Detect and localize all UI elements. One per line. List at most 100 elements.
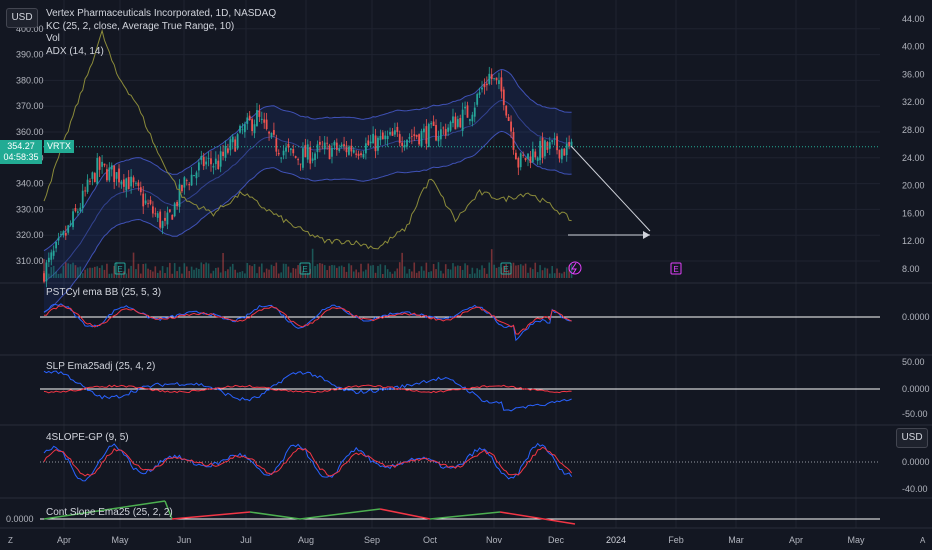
candle-body [294, 156, 297, 158]
candle-body [461, 109, 464, 131]
currency-button-lower[interactable]: USD [896, 428, 928, 448]
volume-bar [558, 272, 561, 278]
vol-indicator-label[interactable]: Vol [46, 33, 60, 44]
time-axis-label: Feb [668, 535, 684, 545]
candle-body [510, 121, 512, 132]
volume-bar [135, 269, 137, 278]
volume-bar [215, 267, 217, 278]
candle-body [355, 153, 358, 155]
kc-indicator-label[interactable]: KC (25, 2, close, Average True Range, 10… [46, 20, 235, 32]
volume-bar [466, 265, 469, 278]
volume-bar [336, 267, 338, 278]
pane2-red-line [43, 384, 572, 394]
candle-body [362, 154, 365, 158]
candle-body [425, 126, 428, 144]
candle-body [280, 157, 283, 159]
volume-bar [132, 252, 135, 278]
volume-bar [449, 269, 452, 278]
volume-bar [532, 269, 534, 278]
candle-body [86, 179, 89, 192]
volume-bar [367, 263, 370, 278]
candle-body [64, 232, 67, 236]
candle-body [156, 213, 159, 218]
volume-bar [273, 266, 275, 278]
volume-bar [231, 263, 234, 278]
volume-bar [391, 273, 394, 278]
candle-body [502, 89, 505, 106]
candle-body [570, 141, 573, 148]
candle-body [551, 140, 554, 142]
pane-title-contslope[interactable]: Cont Slope Ema25 (25, 2, 2) [46, 507, 173, 518]
candle-body [420, 130, 423, 147]
candle-body [374, 135, 377, 152]
left-axis-tick: 380.00 [16, 75, 44, 85]
volume-bar [401, 252, 403, 278]
candle-body [449, 121, 452, 131]
left-axis-tick: 320.00 [16, 230, 44, 240]
dividend-marker [568, 261, 582, 275]
candle-body [481, 87, 483, 90]
candle-body [335, 142, 338, 150]
volume-bar [512, 262, 515, 278]
last-price-value: 354.27 [7, 141, 35, 151]
volume-bar [326, 270, 328, 278]
candle-body [437, 136, 440, 142]
right-axis-tick: 8.00 [902, 264, 920, 274]
right-axis-tick: 28.00 [902, 125, 925, 135]
candle-body [72, 211, 74, 228]
earnings-marker-label: E [117, 265, 122, 274]
volume-bar [244, 273, 246, 278]
candle-body [372, 133, 375, 144]
right-axis-tick: 44.00 [902, 14, 925, 24]
candle-body [224, 145, 227, 158]
volume-bar [403, 266, 406, 278]
volume-bar [556, 268, 558, 278]
volume-bar [488, 262, 491, 278]
currency-button[interactable]: USD [6, 8, 38, 28]
candle-body [142, 193, 145, 207]
candle-body [309, 146, 312, 164]
candle-body [505, 105, 508, 116]
volume-bar [277, 273, 280, 278]
volume-bar [423, 270, 425, 278]
volume-bar [413, 262, 416, 278]
volume-bar [447, 268, 449, 278]
volume-bar [178, 266, 181, 278]
keltner-lower-line [43, 130, 572, 314]
candle-body [67, 225, 70, 233]
volume-bar [263, 272, 266, 278]
volume-bar [425, 262, 428, 278]
volume-bar [50, 267, 53, 278]
pane4-slope-segment [249, 511, 301, 520]
candle-body [384, 135, 387, 140]
volume-bar [210, 273, 212, 278]
volume-bar [338, 266, 341, 278]
candle-body [343, 144, 345, 147]
volume-bar [246, 262, 249, 278]
right-axis-tick: 16.00 [902, 208, 925, 218]
volume-bar [369, 265, 372, 278]
volume-bar [565, 267, 568, 278]
volume-bar [541, 270, 544, 278]
pane2-axis-tick: 0.0000 [902, 384, 930, 394]
candle-body [79, 207, 82, 212]
pane4-slope-segment [43, 500, 166, 520]
volume-bar [348, 263, 350, 278]
candle-body [91, 172, 94, 179]
candle-body [515, 152, 517, 160]
candle-body [93, 173, 96, 182]
pane-title-pstcyl[interactable]: PSTCyl ema BB (25, 5, 3) [46, 287, 162, 298]
adx-indicator-label[interactable]: ADX (14, 14) [46, 45, 104, 57]
volume-bar [169, 262, 171, 278]
candle-body [125, 178, 128, 191]
volume-bar [287, 266, 290, 278]
left-axis-tick: 360.00 [16, 127, 44, 137]
volume-bar [176, 271, 178, 278]
volume-bar [125, 273, 128, 278]
candle-body [432, 121, 435, 126]
pane-title-4slope[interactable]: 4SLOPE-GP (9, 5) [46, 432, 129, 443]
candle-body [493, 78, 496, 79]
pane-title-slp[interactable]: SLP Ema25adj (25, 4, 2) [46, 361, 156, 372]
chart-title[interactable]: Vertex Pharmaceuticals Incorporated, 1D,… [46, 8, 277, 19]
volume-bar [101, 265, 103, 278]
